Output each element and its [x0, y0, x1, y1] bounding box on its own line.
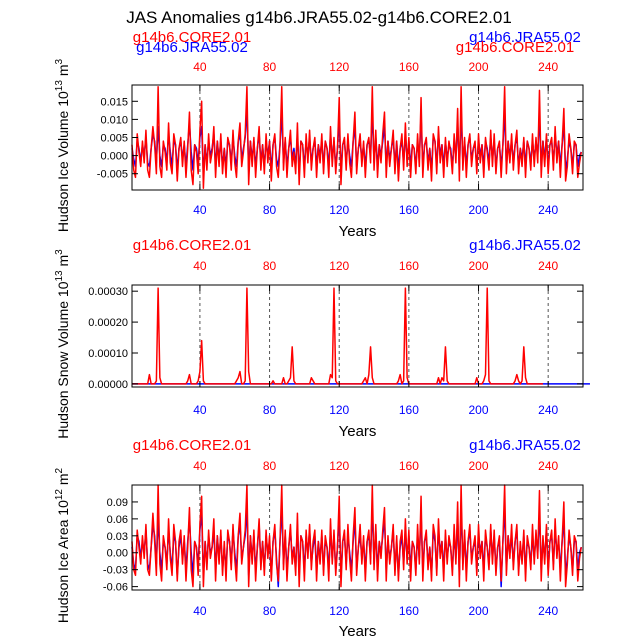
snow-volume-ytick-label: 0.00010	[88, 348, 128, 360]
snow-volume-xtick-label-bottom: 120	[329, 403, 349, 417]
ice-area-ylabel-part: 12	[54, 489, 65, 501]
ice-area-ytick-label: 0.06	[107, 514, 128, 526]
ice-area-xtick-label-bottom: 40	[193, 604, 207, 618]
snow-volume-xtick-label-top: 80	[263, 259, 277, 273]
snow-volume-ytick-label: 0.00000	[88, 379, 128, 391]
ice-volume-xlabel: Years	[339, 223, 377, 240]
snow-volume-legend-left-1: g14b6.CORE2.01	[133, 237, 251, 254]
ice-volume-legend-right-1: g14b6.JRA55.02	[469, 29, 581, 46]
ice-volume-ylabel-part: 3	[54, 59, 65, 65]
ice-area-xtick-label-top: 120	[329, 459, 349, 473]
ice-area-ytick-label: 0.03	[107, 531, 128, 543]
snow-volume-ylabel-part: 13	[54, 270, 65, 282]
ice-volume-xtick-label-bottom: 40	[193, 203, 207, 217]
ice-volume-xtick-label-bottom: 120	[329, 203, 349, 217]
snow-volume-ylabel-part: 3	[54, 249, 65, 255]
ice-volume-xtick-label-top: 80	[263, 60, 277, 74]
ice-volume-ylabel: Hudson Ice Volume 1013 m3	[54, 59, 71, 233]
ice-volume-xtick-label-top: 240	[538, 60, 558, 74]
ice-area-ytick-label: -0.03	[103, 565, 128, 577]
snow-volume-xtick-label-top: 120	[329, 259, 349, 273]
ice-volume-legend-left-2: g14b6.JRA55.02	[136, 39, 248, 56]
ice-area-xtick-label-bottom: 240	[538, 604, 558, 618]
ice-volume-xtick-label-bottom: 200	[469, 203, 489, 217]
ice-area-ytick-label: 0.09	[107, 497, 128, 509]
snow-volume-xlabel: Years	[339, 423, 377, 440]
ice-area-xtick-label-bottom: 120	[329, 604, 349, 618]
figure-title: JAS Anomalies g14b6.JRA55.02-g14b6.CORE2…	[126, 8, 512, 27]
ice-volume-xtick-label-top: 200	[469, 60, 489, 74]
ice-area-series-g14b6.CORE2.01	[131, 484, 583, 588]
snow-volume-xtick-label-top: 160	[399, 259, 419, 273]
ice-volume-ytick-label: 0.010	[100, 114, 128, 126]
snow-volume-series-g14b6.CORE2.01	[132, 287, 543, 385]
ice-area-ytick-label: 0.00	[107, 548, 128, 560]
ice-area-xtick-label-top: 160	[399, 459, 419, 473]
ice-volume-xtick-label-top: 40	[193, 60, 207, 74]
ice-volume-legend-right-2: g14b6.CORE2.01	[456, 39, 574, 56]
ice-area-xtick-label-top: 240	[538, 459, 558, 473]
ice-area-ylabel-part: 2	[54, 467, 65, 473]
ice-volume-ytick-label: -0.005	[97, 169, 128, 181]
snow-volume-xtick-label-bottom: 160	[399, 403, 419, 417]
ice-area-xtick-label-bottom: 80	[263, 604, 277, 618]
ice-area-ytick-label: -0.06	[103, 582, 128, 594]
ice-volume-ylabel-part: 13	[54, 80, 65, 92]
ice-volume-ytick-label: 0.000	[100, 151, 128, 163]
snow-volume-xtick-label-bottom: 200	[469, 403, 489, 417]
ice-area-xlabel: Years	[339, 623, 377, 638]
snow-volume-ylabel: Hudson Snow Volume 1013 m3	[54, 249, 71, 439]
ice-volume-xtick-label-bottom: 240	[538, 203, 558, 217]
ice-volume-ylabel-part: m	[55, 65, 71, 81]
ice-area-legend-left-1: g14b6.CORE2.01	[133, 437, 251, 454]
ice-volume-ylabel-part: Hudson Ice Volume 10	[55, 91, 71, 232]
ice-area-legend-right-1: g14b6.JRA55.02	[469, 437, 581, 454]
snow-volume-xtick-label-bottom: 80	[263, 403, 277, 417]
snow-volume-ylabel-part: m	[55, 255, 71, 271]
ice-volume-xtick-label-bottom: 160	[399, 203, 419, 217]
ice-volume-xtick-label-top: 120	[329, 60, 349, 74]
ice-volume-series-g14b6.CORE2.01	[131, 86, 583, 189]
snow-volume-xtick-label-top: 240	[538, 259, 558, 273]
snow-volume-xtick-label-top: 200	[469, 259, 489, 273]
ice-area-ylabel-part: Hudson Ice Area 10	[55, 500, 71, 623]
ice-volume-legend-left-1: g14b6.CORE2.01	[133, 29, 251, 46]
snow-volume-ylabel-part: Hudson Snow Volume 10	[55, 281, 71, 438]
ice-area-xtick-label-bottom: 200	[469, 604, 489, 618]
snow-volume-xtick-label-bottom: 240	[538, 403, 558, 417]
ice-volume-xtick-label-top: 160	[399, 60, 419, 74]
snow-volume-legend-right-1: g14b6.JRA55.02	[469, 237, 581, 254]
ice-area-xtick-label-bottom: 160	[399, 604, 419, 618]
snow-volume-xtick-label-top: 40	[193, 259, 207, 273]
ice-area-xtick-label-top: 200	[469, 459, 489, 473]
snow-volume-ytick-label: 0.00030	[88, 286, 128, 298]
snow-volume-plot-frame	[131, 284, 584, 388]
ice-volume-xtick-label-bottom: 80	[263, 203, 277, 217]
ice-area-xtick-label-top: 80	[263, 459, 277, 473]
ice-volume-ytick-label: 0.015	[100, 96, 128, 108]
ice-area-plot-frame	[131, 484, 584, 591]
ice-area-ylabel-part: m	[55, 473, 71, 489]
ice-area-xtick-label-top: 40	[193, 459, 207, 473]
ice-area-ylabel: Hudson Ice Area 1012 m2	[54, 467, 71, 623]
snow-volume-xtick-label-bottom: 40	[193, 403, 207, 417]
snow-volume-ytick-label: 0.00020	[88, 317, 128, 329]
ice-volume-ytick-label: 0.005	[100, 133, 128, 145]
